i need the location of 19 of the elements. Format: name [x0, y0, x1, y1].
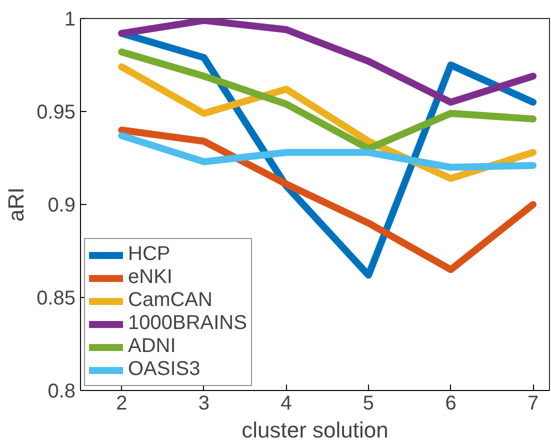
legend-label: CamCAN — [128, 289, 212, 312]
y-tick-label: 0.9 — [48, 194, 76, 216]
x-axis-title: cluster solution — [242, 418, 388, 442]
y-tick-label: 0.95 — [36, 102, 76, 124]
x-tick-label: 4 — [280, 392, 292, 414]
x-tick-label: 5 — [362, 392, 374, 414]
y-tick-label: 1 — [64, 8, 76, 30]
legend-label: OASIS3 — [128, 358, 200, 381]
legend-label: HCP — [128, 243, 170, 266]
x-tick-label: 2 — [116, 392, 128, 414]
legend-label: ADNI — [128, 335, 176, 358]
x-tick-label: 6 — [445, 392, 456, 414]
legend-label: eNKI — [128, 266, 172, 289]
x-tick-label: 7 — [527, 392, 539, 414]
y-tick-label: 0.8 — [48, 380, 76, 402]
x-tick-label: 3 — [198, 392, 210, 414]
y-axis-title: aRI — [4, 187, 29, 222]
y-tick-label: 0.85 — [36, 288, 76, 310]
legend-label: 1000BRAINS — [128, 312, 247, 335]
